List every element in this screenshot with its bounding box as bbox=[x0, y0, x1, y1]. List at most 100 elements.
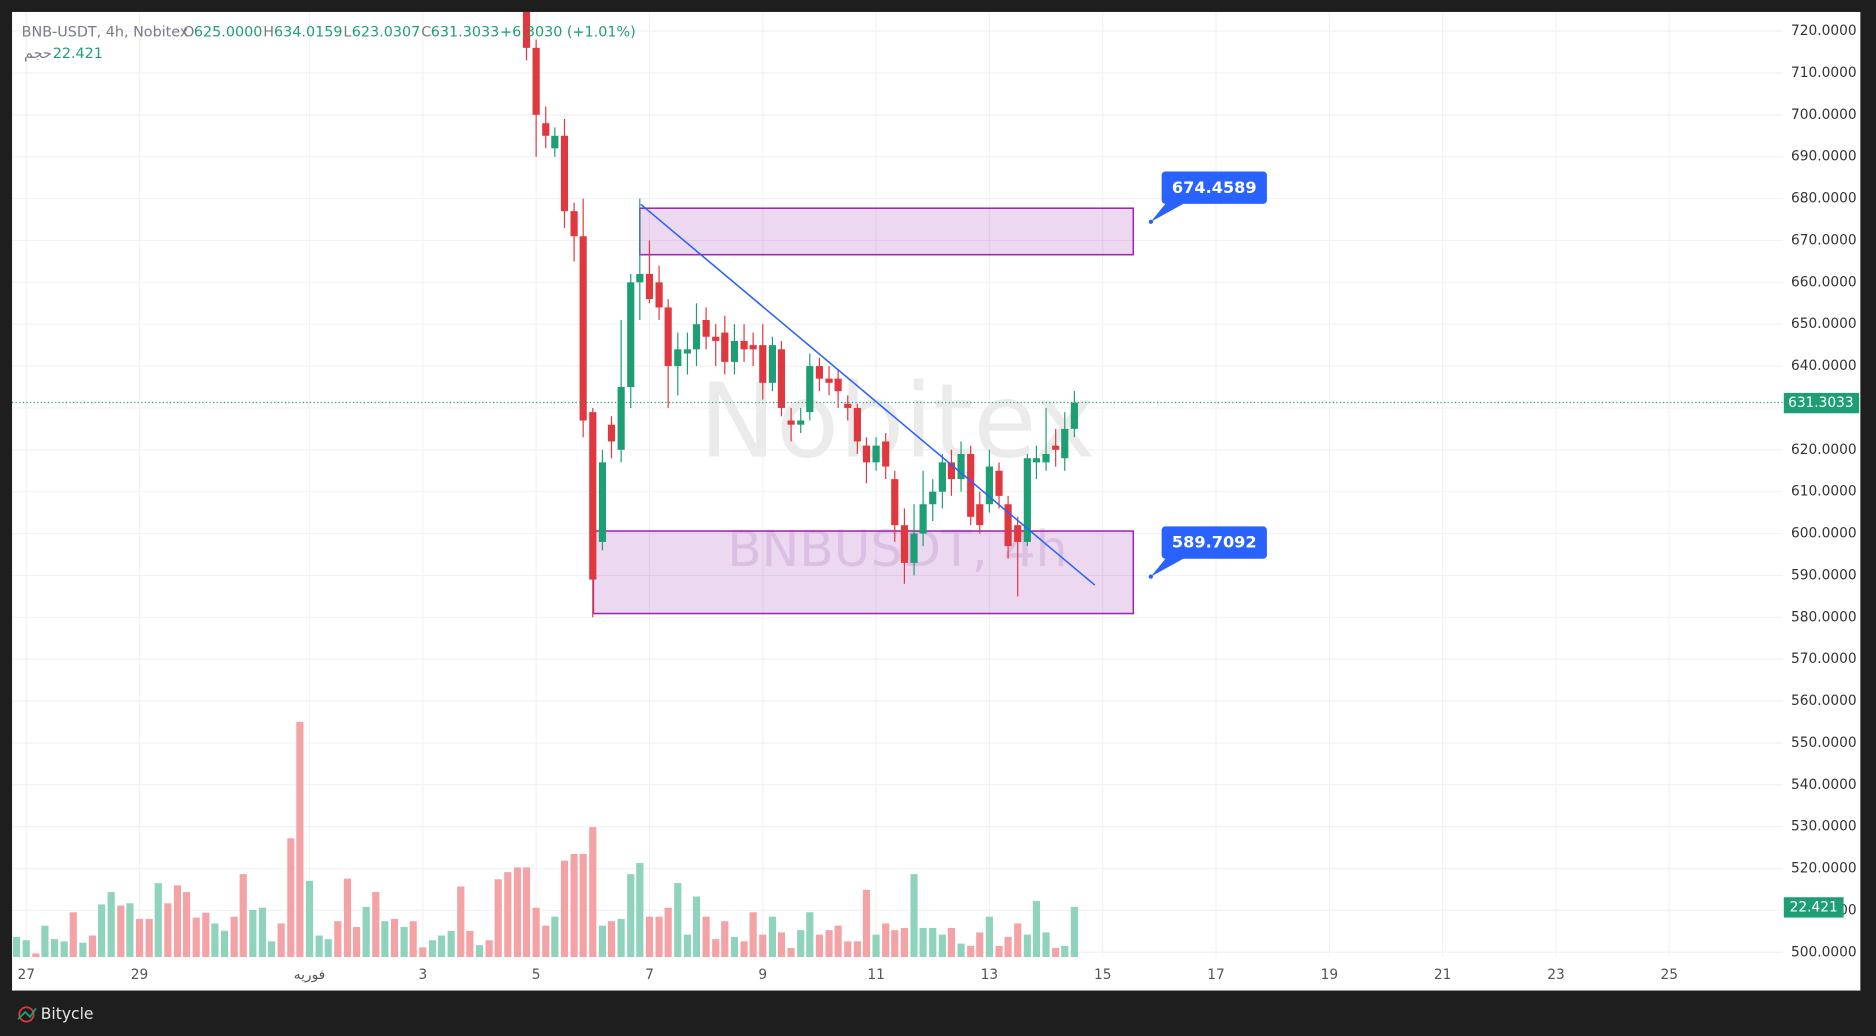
volume-bar bbox=[466, 930, 474, 958]
close-value: 631.3033 bbox=[431, 24, 499, 40]
candle-body bbox=[797, 420, 805, 425]
volume-bar bbox=[910, 874, 918, 958]
candle-body bbox=[844, 403, 852, 408]
volume-bar bbox=[485, 940, 493, 958]
y-tick-label: 590.0000 bbox=[1791, 567, 1857, 583]
volume-bar bbox=[919, 927, 927, 958]
candle-body bbox=[749, 345, 757, 350]
candle-body bbox=[825, 378, 833, 383]
candle-body bbox=[560, 135, 569, 212]
volume-bar bbox=[504, 872, 512, 958]
volume-bar bbox=[891, 930, 899, 958]
volume-bar bbox=[287, 838, 295, 958]
candle-body bbox=[919, 504, 927, 534]
volume-bar bbox=[692, 896, 701, 958]
low-label: L bbox=[343, 24, 351, 40]
volume-bar bbox=[1023, 934, 1031, 958]
axes: 500.0000510.0000520.0000530.0000540.0000… bbox=[17, 23, 1860, 983]
volume-bar bbox=[126, 903, 134, 958]
volume-bar bbox=[32, 953, 40, 958]
x-tick-label: فوریه bbox=[294, 967, 326, 983]
candle-body bbox=[692, 324, 701, 350]
candle-body bbox=[617, 387, 625, 450]
volume-bar bbox=[560, 860, 569, 958]
candle-body bbox=[834, 378, 842, 392]
volume-bar bbox=[834, 925, 842, 958]
volume-bar bbox=[721, 921, 729, 958]
zone bbox=[639, 207, 1135, 256]
candle-body bbox=[702, 320, 710, 337]
volume-bar bbox=[1032, 901, 1041, 958]
y-tick-label: 520.0000 bbox=[1791, 861, 1857, 877]
volume-bar bbox=[1042, 932, 1050, 958]
volume-bar bbox=[494, 879, 502, 958]
volume-bar bbox=[296, 721, 304, 958]
volume-bar bbox=[135, 918, 144, 958]
candle-body bbox=[1052, 445, 1060, 450]
y-tick-label: 610.0000 bbox=[1791, 484, 1857, 500]
candle-body bbox=[1042, 454, 1050, 463]
candle-body bbox=[627, 282, 635, 388]
volume-bar bbox=[730, 936, 739, 958]
plot bbox=[12, 11, 1783, 958]
volume-bar bbox=[324, 939, 332, 958]
volume-bar bbox=[542, 925, 550, 958]
volume-bar bbox=[674, 883, 682, 958]
logo bbox=[18, 1006, 35, 1023]
callout-anchor bbox=[1148, 574, 1154, 579]
volume-bar bbox=[50, 939, 59, 958]
open-value: 625.0000 bbox=[194, 24, 262, 40]
low-value: 623.0307 bbox=[352, 24, 420, 40]
volume-bar bbox=[419, 947, 427, 958]
volume-bar bbox=[655, 916, 663, 958]
volume-bar bbox=[787, 948, 795, 958]
volume-bar bbox=[69, 912, 77, 958]
volume-bar bbox=[230, 916, 238, 958]
y-tick-label: 600.0000 bbox=[1791, 526, 1857, 542]
y-tick-label: 640.0000 bbox=[1791, 358, 1857, 374]
volume-bar bbox=[457, 886, 465, 958]
candle-body bbox=[910, 533, 918, 563]
volume-bar bbox=[853, 941, 861, 958]
open-label: O bbox=[183, 24, 194, 40]
candle-body bbox=[806, 366, 814, 413]
x-tick-label: 11 bbox=[867, 967, 885, 983]
volume-bar bbox=[768, 916, 776, 958]
volume-bar bbox=[1070, 906, 1078, 958]
y-tick-label: 560.0000 bbox=[1791, 693, 1857, 709]
y-tick-label: 550.0000 bbox=[1791, 735, 1857, 751]
volume-bar bbox=[60, 941, 68, 958]
high-value: 634.0159 bbox=[274, 24, 342, 40]
volume-bar bbox=[740, 941, 748, 958]
y-tick-label: 580.0000 bbox=[1791, 609, 1857, 625]
candle-body bbox=[674, 349, 682, 367]
volume-value: 22.421 bbox=[53, 46, 103, 62]
callout-anchor bbox=[1148, 219, 1154, 224]
high-label: H bbox=[263, 24, 274, 40]
candle-body bbox=[759, 345, 767, 383]
volume-label: حجم bbox=[24, 46, 52, 62]
volume-bar bbox=[900, 927, 908, 958]
candle-body bbox=[787, 420, 795, 425]
volume-bar bbox=[372, 892, 380, 958]
volume-bar bbox=[1004, 936, 1012, 958]
volume-bar bbox=[334, 921, 342, 958]
volume-bar bbox=[570, 853, 578, 958]
volume-bar bbox=[428, 940, 437, 958]
volume-bar bbox=[749, 912, 757, 958]
volume-bar bbox=[777, 932, 786, 958]
candle-body bbox=[645, 273, 654, 300]
zone bbox=[592, 530, 1135, 615]
volume-bar bbox=[664, 907, 672, 958]
candle-body bbox=[967, 454, 975, 517]
volume-bar bbox=[88, 935, 97, 958]
volume-bar bbox=[437, 935, 446, 958]
volume-bar bbox=[617, 918, 625, 958]
candle-body bbox=[947, 462, 956, 480]
candle-body bbox=[862, 445, 871, 463]
volume-bar bbox=[22, 940, 30, 958]
volume-bar bbox=[947, 927, 956, 958]
candle-body bbox=[853, 407, 861, 442]
footer: Bitycle bbox=[17, 1005, 93, 1023]
